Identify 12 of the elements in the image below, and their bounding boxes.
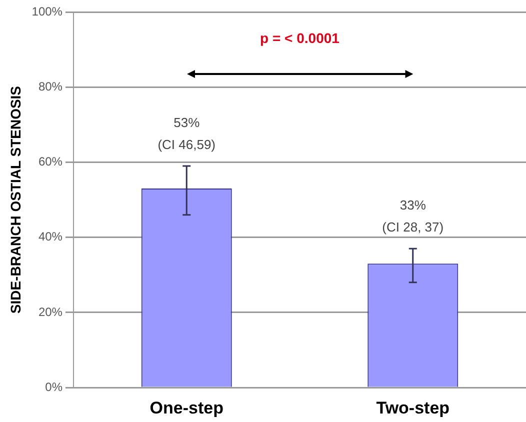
y-tick-label: 20% — [38, 304, 63, 319]
y-tick-label: 100% — [32, 4, 63, 18]
data-label: 33% (CI 28, 37) — [382, 198, 444, 235]
y-tick-label: 80% — [38, 79, 63, 94]
y-tick-label: 0% — [45, 380, 63, 394]
y-tick-label: 40% — [38, 230, 63, 244]
y-axis-title: SIDE-BRANCH OSTIAL STENOSIS — [7, 86, 24, 314]
y-tick-label: 60% — [38, 154, 63, 169]
x-tick-label: Two-step — [376, 398, 450, 418]
annotation: p = < 0.0001 — [260, 30, 340, 46]
x-tick-label: One-step — [150, 398, 224, 418]
data-label: 53% (CI 46,59) — [158, 115, 216, 152]
